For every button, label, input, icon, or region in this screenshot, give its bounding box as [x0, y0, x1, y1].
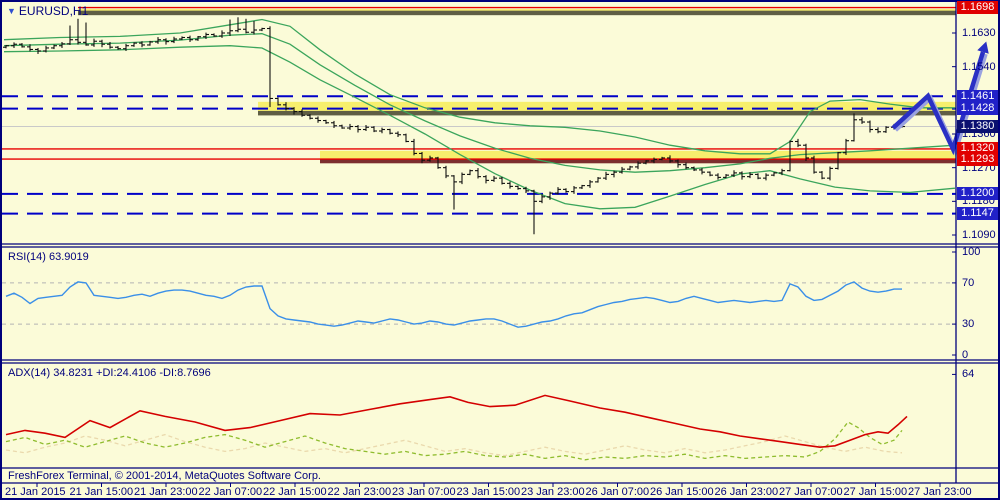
time-label-7: 23 Jan 15:00 [456, 486, 521, 498]
price-badge-1.1698: 1.1698 [957, 1, 998, 15]
main-chart-panel[interactable] [2, 2, 956, 244]
price-tick-1.1090: 1.1090 [962, 229, 996, 241]
rsi-scale-0: 0 [962, 349, 969, 361]
adx-scale-64: 64 [962, 368, 975, 381]
adx-indicator-label: ADX(14) 34.8231 +DI:24.4106 -DI:8.7696 [8, 367, 211, 379]
price-badge-1.1293: 1.1293 [957, 152, 998, 166]
rsi-scale-30: 30 [962, 318, 975, 331]
time-label-5: 22 Jan 23:00 [327, 486, 392, 498]
time-label-8: 23 Jan 23:00 [521, 486, 585, 498]
rsi-scale-70: 70 [962, 276, 975, 289]
footer-credit: FreshForex Terminal, © 2001-2014, MetaQu… [8, 470, 321, 482]
adx-panel[interactable]: ADX(14) 34.8231 +DI:24.4106 -DI:8.7696 [2, 364, 956, 467]
price-badge-1.1200: 1.1200 [957, 187, 998, 201]
rsi-panel[interactable]: RSI(14) 63.9019 [2, 248, 956, 360]
time-label-0: 21 Jan 2015 [5, 486, 66, 498]
time-label-11: 26 Jan 23:00 [714, 486, 779, 498]
time-label-3: 22 Jan 07:00 [198, 486, 263, 498]
price-badge-1.1461: 1.1461 [957, 89, 998, 103]
price-badge-1.1320: 1.1320 [957, 142, 998, 156]
price-tick-1.1540: 1.1540 [962, 60, 996, 73]
price-scale[interactable] [956, 2, 1000, 483]
time-label-4: 22 Jan 15:00 [263, 486, 327, 498]
time-label-14: 27 Jan 23:00 [908, 486, 972, 498]
time-label-12: 27 Jan 07:00 [779, 486, 843, 498]
rsi-indicator-label: RSI(14) 63.9019 [8, 251, 89, 263]
symbol-dropdown-icon: ▼ [7, 6, 16, 16]
rsi-scale-100: 100 [962, 246, 981, 258]
price-badge-1.1380: 1.1380 [957, 120, 998, 134]
price-tick-1.1630: 1.1630 [962, 27, 996, 39]
symbol-label: ▼ EURUSD,H1 [7, 5, 88, 18]
time-label-2: 21 Jan 23:00 [134, 486, 198, 498]
time-label-9: 26 Jan 07:00 [585, 486, 650, 498]
time-label-13: 27 Jan 15:00 [843, 486, 908, 498]
price-badge-1.1428: 1.1428 [957, 102, 998, 116]
time-label-1: 21 Jan 15:00 [69, 486, 134, 498]
time-label-6: 23 Jan 07:00 [392, 486, 456, 498]
symbol-text: EURUSD,H1 [18, 4, 89, 18]
time-label-10: 26 Jan 15:00 [650, 486, 714, 498]
price-badge-1.1147: 1.1147 [957, 207, 998, 221]
